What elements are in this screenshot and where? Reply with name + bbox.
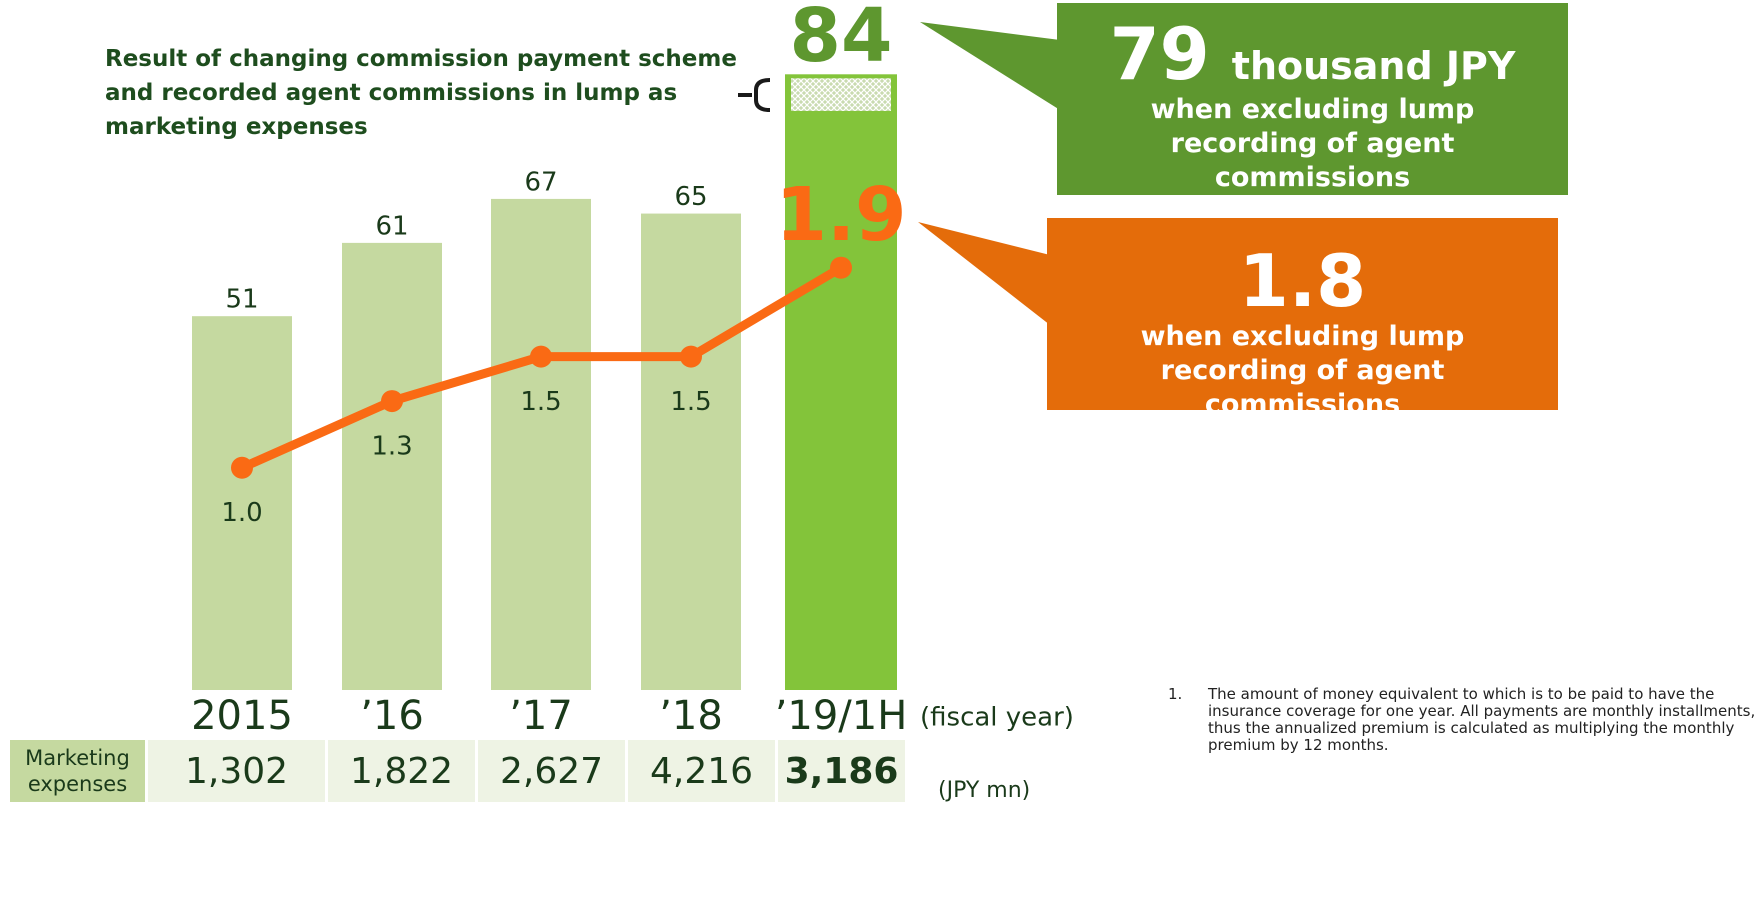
callout-unit: thousand JPY (1231, 44, 1516, 88)
x-axis-label: (fiscal year) (920, 703, 1074, 733)
callout-box: 79 thousand JPY when excluding lump recor… (1057, 3, 1568, 195)
bar (491, 198, 591, 691)
line-marker (680, 345, 702, 368)
line-marker (381, 390, 403, 413)
table-cell: 2,627 (478, 740, 625, 802)
bar-value-label: 51 (225, 285, 258, 315)
callout-text: when excluding lump recording of agent c… (1140, 321, 1465, 420)
x-tick-label: ’18 (659, 693, 723, 739)
annotation: Result of changing commission payment sc… (105, 46, 737, 140)
line-value-label: 1.5 (520, 387, 561, 417)
table-cell: 4,216 (628, 740, 775, 802)
x-tick-label: 2015 (191, 693, 293, 739)
bracket (738, 78, 771, 112)
footnote-text: The amount of money equivalent to which … (1208, 685, 1756, 754)
footnote-number: 1. (1168, 685, 1183, 703)
line-marker (231, 456, 253, 479)
callout-text: when excluding lump recording of agent c… (1150, 94, 1475, 193)
table-unit: (JPY mn) (938, 778, 1031, 803)
x-tick-label: ’16 (360, 693, 424, 739)
callout-pointer (918, 222, 1050, 325)
line-value-label: 1.9 (775, 172, 906, 258)
line-value-label: 1.5 (670, 387, 711, 417)
line-value-label: 1.0 (221, 498, 262, 528)
line-marker (530, 345, 552, 368)
table-cell: 1,302 (148, 740, 325, 802)
callout-value: 79 (1109, 12, 1210, 96)
line-value-label: 1.3 (371, 432, 412, 462)
line-marker (830, 256, 852, 279)
bar-value-label: 84 (790, 0, 893, 79)
bar-value-label: 61 (375, 211, 408, 241)
callout-pointer (920, 22, 1060, 110)
bar (192, 316, 292, 690)
bar-value-label: 65 (674, 182, 707, 212)
table-cell: 1,822 (328, 740, 475, 802)
bar-value-label: 67 (524, 167, 557, 197)
table-row-label: Marketing expenses (10, 740, 145, 802)
callout-box: 1.8 when excluding lump recording of age… (1047, 218, 1558, 420)
table-cell: 3,186 (778, 740, 905, 802)
footnote: 1. The amount of money equivalent to whi… (1168, 686, 1760, 754)
bar (342, 242, 442, 690)
plot: 2015 ’16 ’17 ’18 ’19/1H 51 61 67 65 84 1.0 1.3 1.5 1.… (191, 0, 907, 739)
x-tick-label: ’19/1H (775, 693, 908, 739)
bar (785, 74, 897, 691)
callout-value: 1.8 (1238, 239, 1367, 323)
lump-portion (791, 78, 891, 111)
x-tick-label: ’17 (509, 693, 573, 739)
bar (641, 213, 741, 690)
